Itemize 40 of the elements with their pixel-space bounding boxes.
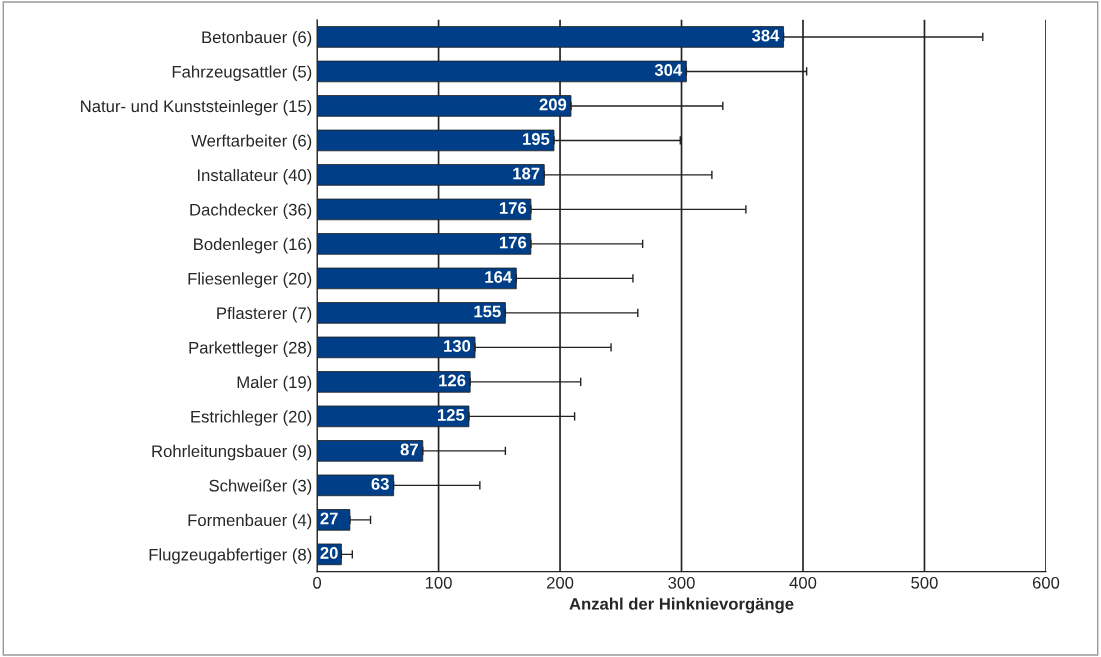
data-label: 125 bbox=[438, 409, 465, 421]
data-label: 130 bbox=[444, 340, 471, 352]
data-label: 164 bbox=[485, 271, 513, 283]
data-label: 209 bbox=[539, 98, 567, 111]
y-tick-label: Estrichleger (20) bbox=[191, 410, 312, 426]
y-tick-label: Installateur (40) bbox=[197, 168, 312, 185]
x-axis-title: Anzahl der Hinknievorgänge bbox=[569, 597, 794, 614]
y-tick-label: Flugzeugabfertiger (8) bbox=[149, 548, 312, 564]
y-tick-label: Formenbauer (4) bbox=[188, 513, 312, 530]
data-label: 20 bbox=[320, 547, 338, 559]
data-label: 384 bbox=[751, 29, 780, 42]
x-tick-label: 400 bbox=[789, 576, 817, 589]
x-tick-label: 100 bbox=[425, 576, 452, 589]
data-label: 63 bbox=[371, 478, 389, 490]
data-label: 304 bbox=[654, 64, 683, 76]
y-tick-label: Werftarbeiter (6) bbox=[191, 134, 312, 150]
x-tick-label: 600 bbox=[1032, 576, 1060, 589]
y-tick-label: Pflasterer (7) bbox=[217, 306, 312, 323]
data-label: 126 bbox=[439, 374, 466, 387]
data-label: 195 bbox=[523, 133, 550, 145]
y-tick-label: Fahrzeugsattler (5) bbox=[172, 65, 312, 81]
y-tick-label: Betonbauer (6) bbox=[202, 30, 312, 47]
y-tick-label: Fliesenleger (20) bbox=[188, 272, 312, 288]
data-label: 176 bbox=[499, 202, 527, 214]
data-label: 27 bbox=[320, 512, 338, 525]
x-tick-label: 500 bbox=[911, 576, 938, 589]
y-tick-label: Maler (19) bbox=[237, 375, 312, 392]
data-label: 155 bbox=[474, 305, 501, 318]
data-label: 176 bbox=[499, 236, 527, 249]
x-tick-label: 300 bbox=[668, 576, 695, 589]
y-tick-label: Natur- und Kunststeinleger (15) bbox=[81, 99, 312, 116]
y-tick-label: Schweißer (3) bbox=[209, 479, 312, 495]
y-tick-label: Bodenleger (16) bbox=[194, 237, 312, 254]
data-label: 187 bbox=[513, 167, 540, 180]
y-tick-label: Parkettleger (28) bbox=[189, 341, 312, 357]
data-label: 87 bbox=[400, 443, 418, 456]
x-tick-label: 0 bbox=[313, 576, 322, 589]
y-tick-label: Rohrleitungsbauer (9) bbox=[152, 444, 312, 461]
y-tick-label: Dachdecker (36) bbox=[190, 203, 312, 219]
x-tick-label: 200 bbox=[546, 576, 574, 589]
